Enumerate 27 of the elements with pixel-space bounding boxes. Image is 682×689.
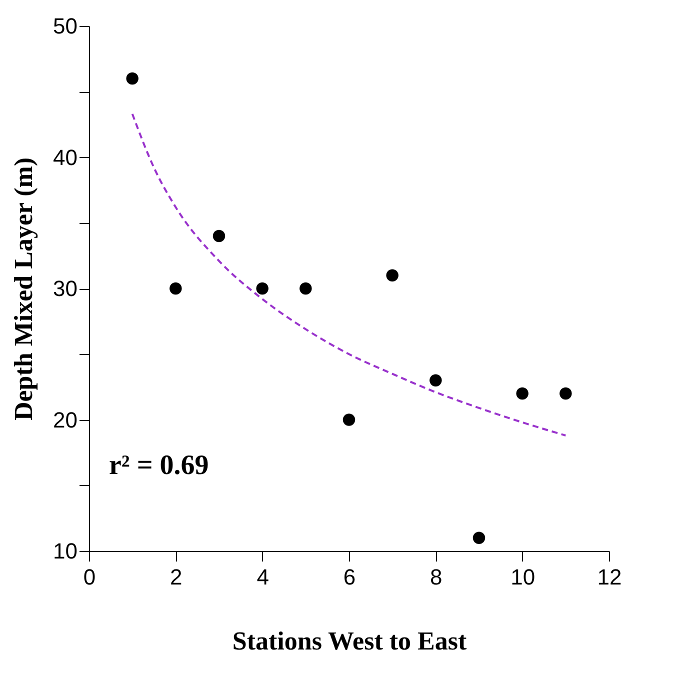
line-series bbox=[131, 112, 567, 436]
annotation: r² = 0.69 bbox=[109, 450, 209, 481]
x-tick-label: 0 bbox=[83, 564, 96, 590]
x-tick-label: 6 bbox=[343, 564, 356, 590]
x-tick-label: 4 bbox=[256, 564, 269, 590]
point bbox=[256, 282, 268, 295]
y-tick-label: 30 bbox=[53, 276, 78, 301]
y-tick-label: 40 bbox=[53, 144, 78, 170]
y-axis-title: Depth Mixed Layer (m) bbox=[9, 157, 38, 421]
point bbox=[212, 230, 226, 242]
x-tick-label: 10 bbox=[510, 564, 536, 590]
point bbox=[430, 374, 442, 386]
y-tick-label: 10 bbox=[53, 538, 78, 564]
point bbox=[516, 387, 528, 400]
x-axis-title: Stations West to East bbox=[232, 626, 467, 656]
point bbox=[170, 282, 182, 295]
point bbox=[300, 282, 312, 295]
x-tick-label: 12 bbox=[597, 564, 622, 590]
point bbox=[472, 532, 486, 544]
x-tick-label: 2 bbox=[170, 564, 182, 590]
x-tick-label: 8 bbox=[430, 564, 442, 590]
point bbox=[386, 269, 398, 282]
point bbox=[126, 72, 138, 85]
point bbox=[342, 414, 356, 426]
y-tick-label: 50 bbox=[53, 14, 78, 38]
y-tick-label: 20 bbox=[53, 407, 78, 432]
point bbox=[560, 387, 572, 400]
